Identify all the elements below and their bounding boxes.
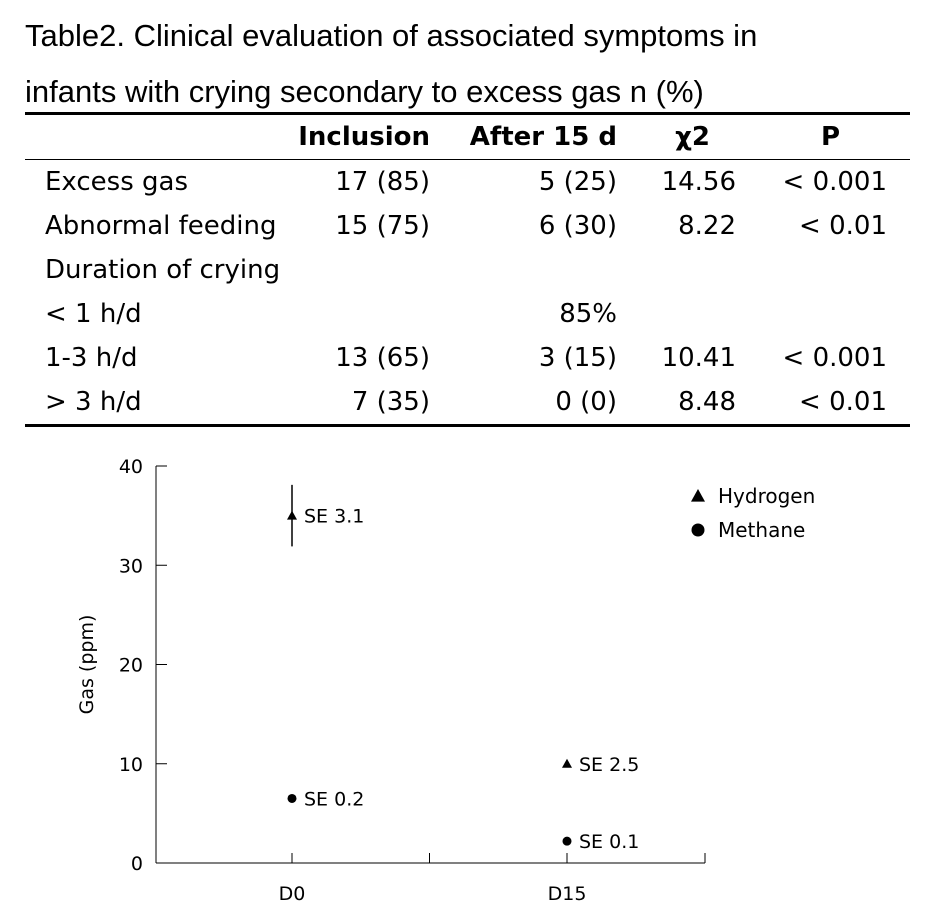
gas-chart: 0 10 20 30 40 D0 D15 Gas (ppm) SE 3.1 SE 2.5 SE 0.…: [76, 456, 815, 905]
table-cell: 3 (15): [538, 343, 617, 373]
methane-point: [287, 793, 297, 803]
x-tick-label: D15: [548, 883, 587, 905]
y-tick-label: 10: [119, 754, 143, 776]
y-tick-label: 30: [119, 555, 143, 577]
table-cell: 7 (35): [351, 387, 430, 417]
table-cell: 8.22: [678, 211, 736, 241]
y-axis-label: Gas (ppm): [76, 615, 98, 715]
data-label: SE 3.1: [304, 506, 364, 528]
table-cell: 17 (85): [335, 167, 430, 197]
table-cell: 0 (0): [555, 387, 617, 417]
header-inclusion: Inclusion: [298, 122, 430, 152]
hydrogen-point: [287, 510, 297, 520]
table-cell: > 3 h/d: [45, 387, 142, 417]
header-chi-square: χ2: [675, 122, 710, 152]
table-cell: 6 (30): [538, 211, 617, 241]
y-tick-label: 0: [131, 853, 143, 875]
table-row: Abnormal feeding 15 (75) 6 (30) 8.22 < 0.01: [25, 204, 910, 248]
table-row: > 3 h/d 7 (35) 0 (0) 8.48 < 0.01: [25, 380, 910, 424]
table-row: Excess gas 17 (85) 5 (25) 14.56 < 0.001: [25, 160, 910, 204]
hydrogen-point: [562, 758, 572, 768]
header-p: P: [820, 122, 840, 152]
table-cell: < 1 h/d: [45, 299, 142, 329]
table-row: Duration of crying: [25, 248, 910, 292]
table-title-line-1: Table2. Clinical evaluation of associate…: [25, 18, 758, 53]
legend-label: Methane: [718, 518, 805, 542]
header-after-15-d: After 15 d: [469, 122, 617, 152]
legend-label: Hydrogen: [718, 484, 815, 508]
table-row: 1-3 h/d 13 (65) 3 (15) 10.41 < 0.001: [25, 336, 910, 380]
table-cell: < 0.001: [782, 167, 887, 197]
table-body: Excess gas 17 (85) 5 (25) 14.56 < 0.001 Abnor…: [25, 160, 910, 424]
legend-circle-icon: [691, 523, 705, 537]
table-cell: 15 (75): [335, 211, 430, 241]
table-cell: 10.41: [661, 343, 736, 373]
y-tick-label: 40: [119, 456, 143, 478]
table-title-line-2: infants with crying secondary to excess …: [25, 74, 704, 109]
data-label: SE 0.2: [304, 788, 364, 810]
table-cell: < 0.001: [782, 343, 887, 373]
data-label: SE 0.1: [579, 831, 639, 853]
table-cell: Excess gas: [45, 167, 188, 197]
table-cell: < 0.01: [799, 387, 887, 417]
methane-point: [562, 836, 572, 846]
table-cell: 1-3 h/d: [45, 343, 138, 373]
table-title: Table2. Clinical evaluation of associate…: [25, 8, 925, 120]
y-tick-label: 20: [119, 655, 143, 677]
table-cell: Duration of crying: [45, 255, 281, 285]
table-cell: 13 (65): [335, 343, 430, 373]
table-header-row: Inclusion After 15 d χ2 P: [25, 115, 910, 160]
table-cell: < 0.01: [799, 211, 887, 241]
symptoms-table: Inclusion After 15 d χ2 P Excess gas 17 (…: [25, 112, 910, 427]
table-cell: 5 (25): [538, 167, 617, 197]
table-cell: Abnormal feeding: [45, 211, 277, 241]
table-cell: 14.56: [661, 167, 736, 197]
data-label: SE 2.5: [579, 754, 639, 776]
x-tick-label: D0: [279, 883, 306, 905]
legend-triangle-icon: [691, 489, 705, 502]
table-row: < 1 h/d 85%: [25, 292, 910, 336]
table-cell: 85%: [559, 299, 617, 329]
table-cell: 8.48: [678, 387, 736, 417]
